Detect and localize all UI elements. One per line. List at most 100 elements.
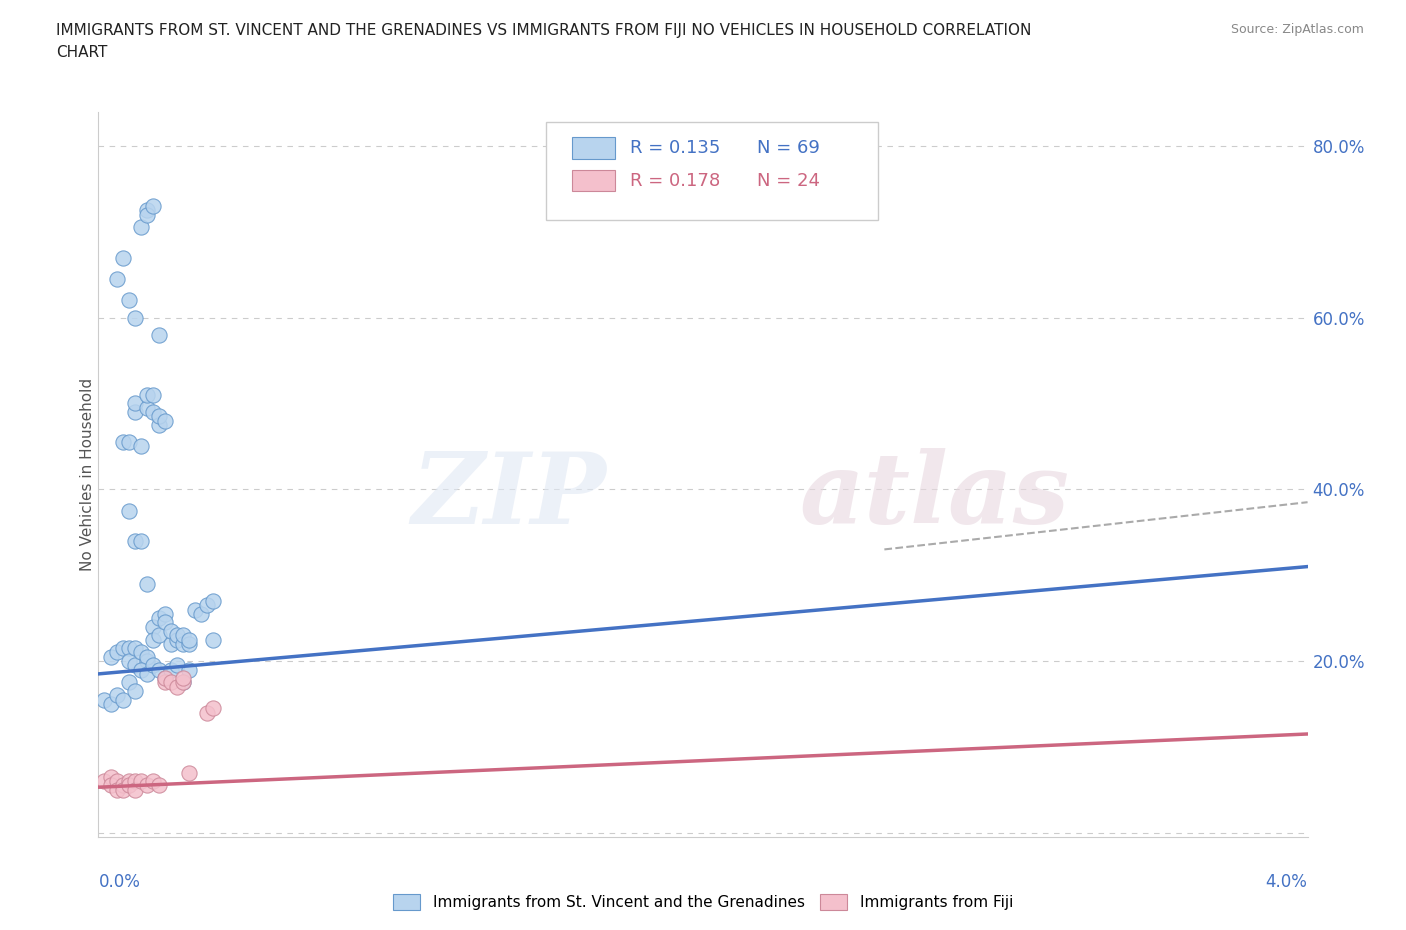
Point bbox=[129, 534, 152, 549]
Point bbox=[195, 705, 218, 720]
Point bbox=[100, 697, 122, 711]
Point bbox=[124, 311, 146, 325]
Point bbox=[172, 675, 194, 690]
Point bbox=[135, 203, 157, 218]
Point bbox=[179, 632, 201, 647]
Point bbox=[202, 632, 225, 647]
Point bbox=[195, 598, 218, 613]
Point bbox=[135, 649, 157, 664]
Point bbox=[142, 774, 165, 789]
Point bbox=[166, 679, 188, 694]
Point bbox=[105, 272, 128, 286]
Point bbox=[179, 765, 201, 780]
Point bbox=[142, 405, 165, 419]
Point bbox=[135, 577, 157, 591]
Point bbox=[111, 778, 134, 793]
Legend: Immigrants from St. Vincent and the Grenadines, Immigrants from Fiji: Immigrants from St. Vincent and the Gren… bbox=[385, 886, 1021, 918]
Point bbox=[118, 654, 141, 669]
Point bbox=[166, 628, 188, 643]
Point bbox=[142, 199, 165, 214]
Point bbox=[124, 684, 146, 698]
Point bbox=[148, 409, 170, 424]
Point bbox=[135, 667, 157, 682]
Point bbox=[124, 641, 146, 656]
Text: N = 24: N = 24 bbox=[758, 171, 821, 190]
Point bbox=[129, 439, 152, 454]
Text: CHART: CHART bbox=[56, 45, 108, 60]
Y-axis label: No Vehicles in Household: No Vehicles in Household bbox=[80, 378, 94, 571]
Point bbox=[105, 645, 128, 660]
Point bbox=[142, 619, 165, 634]
Point bbox=[124, 405, 146, 419]
Point bbox=[148, 611, 170, 626]
Point bbox=[111, 692, 134, 707]
Point bbox=[142, 632, 165, 647]
FancyBboxPatch shape bbox=[546, 123, 879, 220]
Point bbox=[118, 778, 141, 793]
Point bbox=[129, 220, 152, 235]
Text: Source: ZipAtlas.com: Source: ZipAtlas.com bbox=[1230, 23, 1364, 36]
Point bbox=[124, 658, 146, 672]
Point bbox=[100, 778, 122, 793]
Point bbox=[142, 658, 165, 672]
Point bbox=[111, 434, 134, 449]
Point bbox=[153, 615, 176, 630]
Point bbox=[111, 641, 134, 656]
Point bbox=[124, 534, 146, 549]
Point bbox=[124, 782, 146, 797]
Text: 0.0%: 0.0% bbox=[98, 873, 141, 891]
Point bbox=[105, 688, 128, 703]
Point bbox=[153, 671, 176, 685]
Point bbox=[179, 662, 201, 677]
Text: R = 0.178: R = 0.178 bbox=[630, 171, 721, 190]
Point bbox=[118, 774, 141, 789]
Point bbox=[166, 658, 188, 672]
Point bbox=[172, 636, 194, 651]
Point bbox=[135, 388, 157, 403]
Point bbox=[93, 692, 115, 707]
Point bbox=[148, 778, 170, 793]
Point bbox=[100, 769, 122, 784]
Point bbox=[124, 396, 146, 411]
Text: ZIP: ZIP bbox=[412, 448, 606, 544]
Text: N = 69: N = 69 bbox=[758, 139, 820, 157]
Point bbox=[166, 632, 188, 647]
Point bbox=[160, 636, 183, 651]
Point bbox=[202, 701, 225, 716]
Point bbox=[118, 293, 141, 308]
Point bbox=[172, 671, 194, 685]
Point bbox=[135, 400, 157, 415]
Point bbox=[129, 662, 152, 677]
Point bbox=[142, 388, 165, 403]
Point bbox=[111, 782, 134, 797]
Text: atlas: atlas bbox=[800, 448, 1070, 544]
Point bbox=[118, 434, 141, 449]
Point bbox=[190, 606, 212, 621]
Point bbox=[160, 675, 183, 690]
Point bbox=[153, 413, 176, 428]
Point bbox=[153, 671, 176, 685]
Point bbox=[129, 645, 152, 660]
FancyBboxPatch shape bbox=[572, 137, 614, 159]
Point bbox=[153, 606, 176, 621]
Point bbox=[202, 593, 225, 608]
Text: IMMIGRANTS FROM ST. VINCENT AND THE GRENADINES VS IMMIGRANTS FROM FIJI NO VEHICL: IMMIGRANTS FROM ST. VINCENT AND THE GREN… bbox=[56, 23, 1032, 38]
Point bbox=[148, 628, 170, 643]
Point bbox=[172, 628, 194, 643]
Point bbox=[118, 503, 141, 518]
Point bbox=[148, 327, 170, 342]
Point bbox=[111, 250, 134, 265]
Text: 4.0%: 4.0% bbox=[1265, 873, 1308, 891]
Point bbox=[153, 675, 176, 690]
Point bbox=[135, 654, 157, 669]
Point bbox=[160, 623, 183, 638]
Point bbox=[148, 662, 170, 677]
Point bbox=[93, 774, 115, 789]
FancyBboxPatch shape bbox=[572, 169, 614, 192]
Point bbox=[129, 774, 152, 789]
Point bbox=[135, 207, 157, 222]
Point bbox=[124, 774, 146, 789]
Point bbox=[160, 662, 183, 677]
Point bbox=[105, 782, 128, 797]
Point bbox=[100, 649, 122, 664]
